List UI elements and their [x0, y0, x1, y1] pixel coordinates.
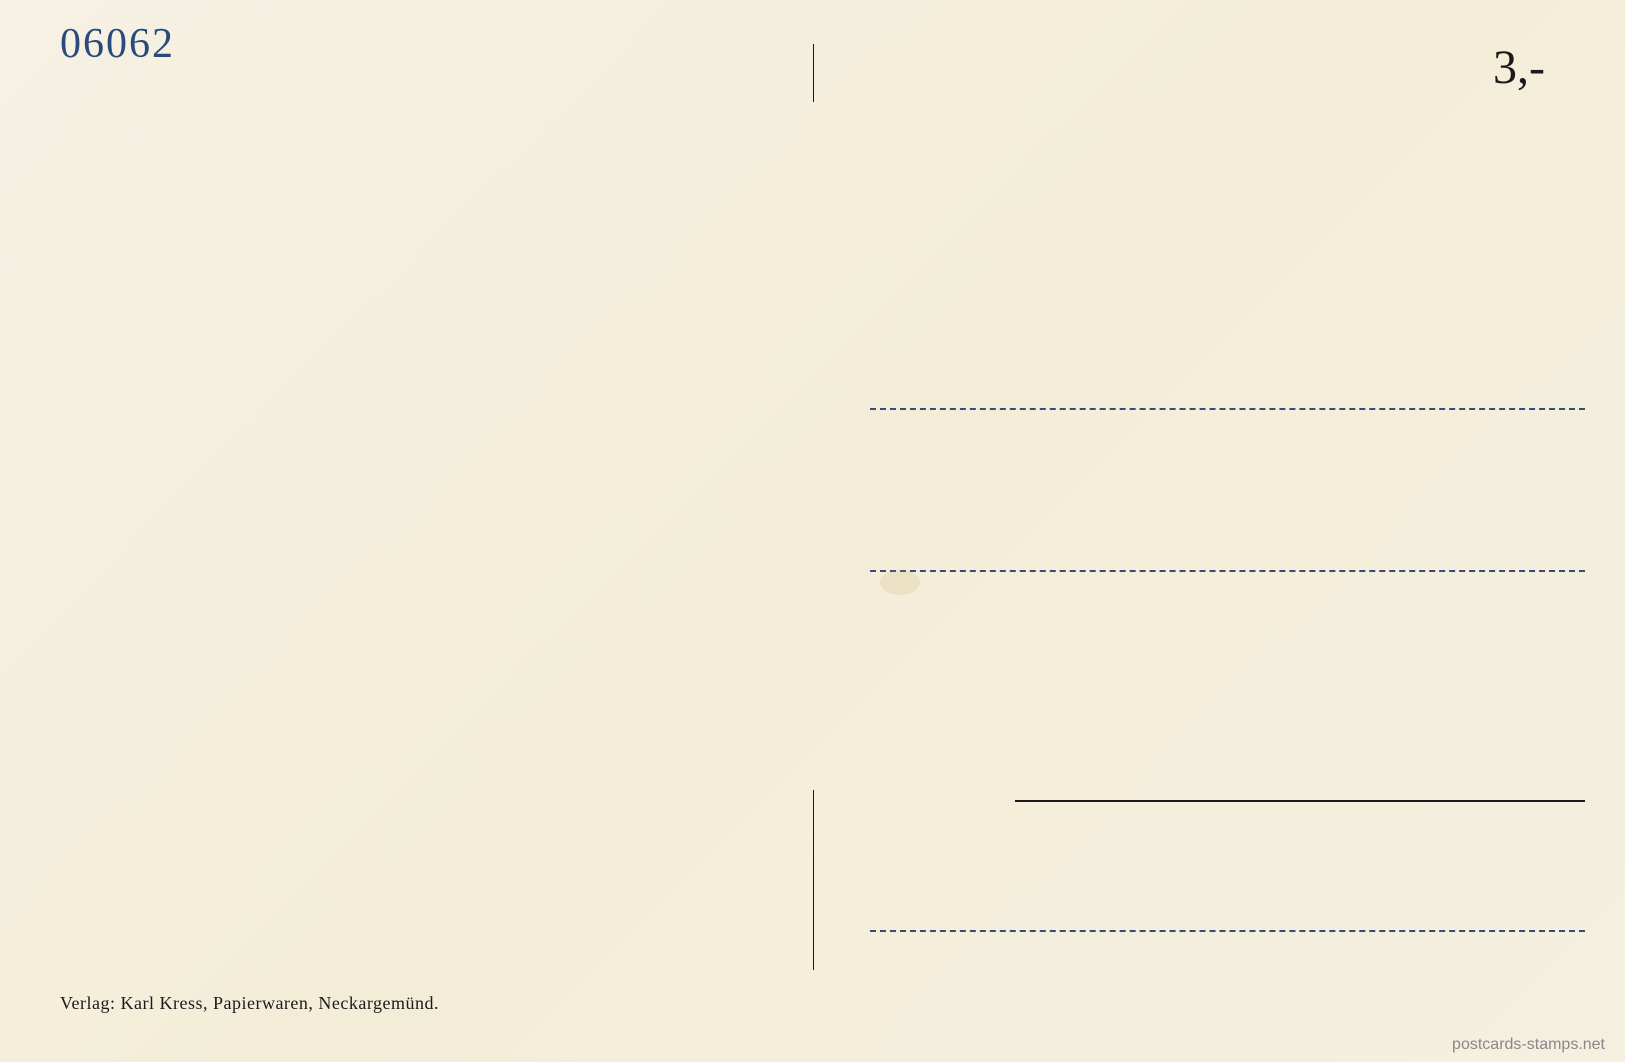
printer-credit-vertical: Postkarten-Anfertigung Wilhelm Gerling, … — [825, 0, 846, 95]
divider-line-top — [813, 44, 814, 102]
catalog-number-handwritten: 06062 — [60, 20, 175, 68]
address-line-1 — [870, 408, 1585, 410]
divider-line-bottom — [813, 790, 814, 970]
price-handwritten: 3,- — [1493, 40, 1545, 95]
publisher-label: Verlag: — [60, 993, 115, 1013]
publisher-name: Karl Kress, Papierwaren, Neckargemünd. — [115, 993, 439, 1013]
address-line-solid — [1015, 800, 1585, 802]
address-line-2 — [870, 570, 1585, 572]
address-line-4 — [870, 930, 1585, 932]
age-stain — [880, 570, 920, 595]
publisher-credit: Verlag: Karl Kress, Papierwaren, Neckarg… — [60, 993, 439, 1014]
website-watermark: postcards-stamps.net — [1452, 1036, 1605, 1054]
postcard-back: 06062 3,- Postkarten-Anfertigung Wilhelm… — [0, 0, 1625, 1062]
